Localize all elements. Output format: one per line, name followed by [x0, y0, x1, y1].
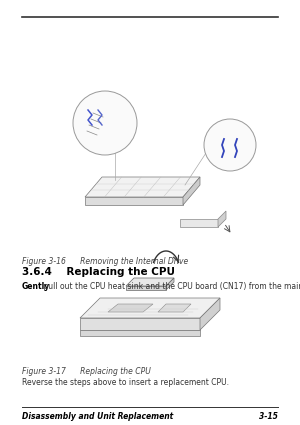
Text: 3-15: 3-15 — [259, 412, 278, 421]
Polygon shape — [108, 304, 153, 312]
Text: Figure 3-16      Removing the Internal Drive: Figure 3-16 Removing the Internal Drive — [22, 257, 188, 266]
Text: Gently: Gently — [22, 282, 50, 291]
Polygon shape — [183, 177, 200, 205]
Text: Reverse the steps above to insert a replacement CPU.: Reverse the steps above to insert a repl… — [22, 378, 229, 387]
Circle shape — [73, 91, 137, 155]
Circle shape — [204, 119, 256, 171]
Polygon shape — [200, 298, 220, 330]
Polygon shape — [80, 318, 200, 330]
Text: Disassembly and Unit Replacement: Disassembly and Unit Replacement — [22, 412, 173, 421]
Text: pull out the CPU heat sink and the CPU board (CN17) from the mainboard.: pull out the CPU heat sink and the CPU b… — [41, 282, 300, 291]
Polygon shape — [218, 211, 226, 227]
Text: 3.6.4    Replacing the CPU: 3.6.4 Replacing the CPU — [22, 267, 175, 277]
Polygon shape — [126, 286, 166, 290]
Polygon shape — [158, 304, 191, 312]
Text: Figure 3-17      Replacing the CPU: Figure 3-17 Replacing the CPU — [22, 367, 151, 376]
Polygon shape — [166, 278, 174, 290]
Polygon shape — [85, 197, 183, 205]
Polygon shape — [80, 298, 220, 318]
Polygon shape — [180, 219, 218, 227]
Polygon shape — [85, 177, 200, 197]
Polygon shape — [80, 330, 200, 336]
Polygon shape — [126, 278, 174, 286]
